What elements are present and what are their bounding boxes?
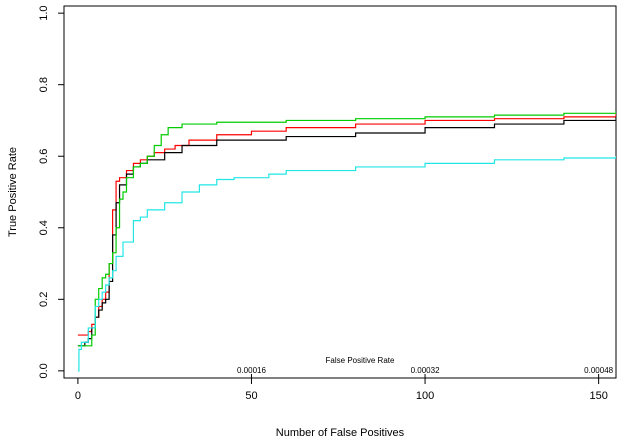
x-tick-label: 150 — [589, 390, 607, 402]
x-axis: 0 50 100 150 — [75, 378, 608, 402]
series-line-0 — [77, 113, 616, 336]
series-layer — [77, 111, 616, 372]
plot-area — [63, 5, 617, 379]
y-axis-title: True Positive Rate — [7, 147, 19, 237]
secondary-x-axis: 0.00016 0.00032 0.00048 — [237, 366, 614, 378]
y-tick-label: 0.8 — [38, 77, 50, 92]
secondary-tick-label: 0.00048 — [584, 366, 613, 375]
x-tick-label: 0 — [75, 390, 81, 402]
series-line-1 — [77, 116, 616, 347]
x-tick-label: 100 — [416, 390, 434, 402]
x-axis-title: Number of False Positives — [276, 427, 405, 439]
y-tick-label: 0.4 — [38, 220, 50, 235]
x-tick-label: 50 — [245, 390, 257, 402]
y-axis: 0.0 0.2 0.4 0.6 0.8 1.0 — [38, 6, 64, 378]
y-tick-label: 0.2 — [38, 292, 50, 307]
y-tick-label: 0.6 — [38, 149, 50, 164]
series-line-3 — [77, 156, 616, 372]
series-line-2 — [77, 111, 616, 347]
secondary-axis-title: False Positive Rate — [326, 356, 395, 365]
plot-frame — [63, 5, 617, 379]
secondary-tick-label: 0.00016 — [237, 366, 266, 375]
secondary-tick-label: 0.00032 — [411, 366, 440, 375]
y-tick-label: 0.0 — [38, 363, 50, 378]
y-tick-label: 1.0 — [38, 6, 50, 21]
